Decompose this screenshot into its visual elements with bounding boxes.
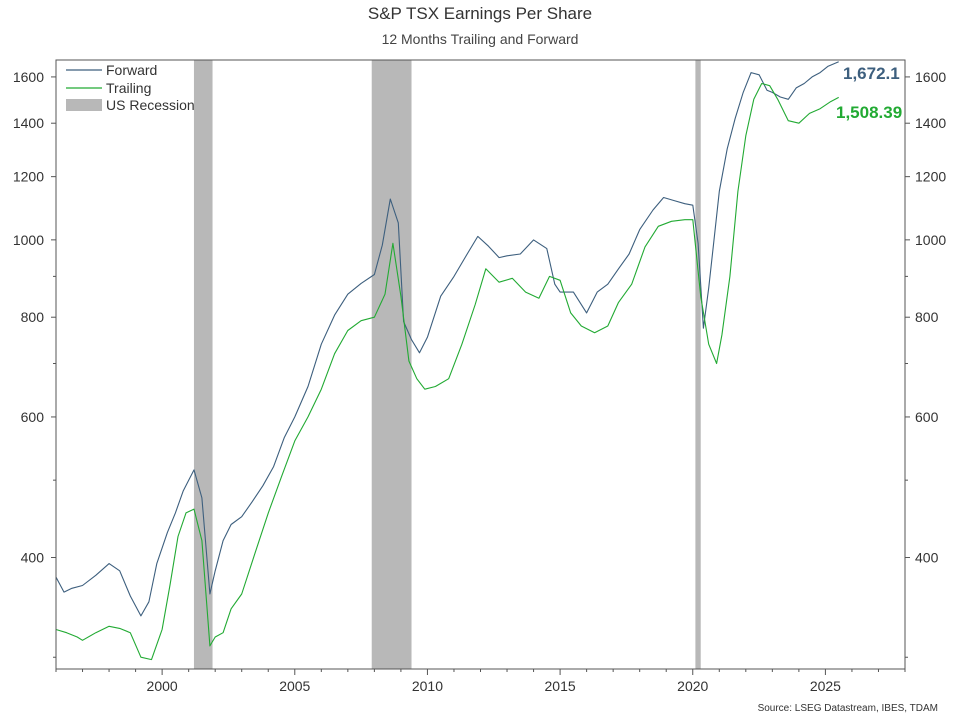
legend-trailing-label: Trailing: [106, 80, 151, 96]
y-tick-label-left: 600: [21, 409, 45, 425]
chart-subtitle: 12 Months Trailing and Forward: [381, 31, 579, 47]
trailing-series-line: [55, 82, 839, 661]
plot-frame: [55, 59, 906, 670]
chart-title: S&P TSX Earnings Per Share: [367, 4, 593, 23]
x-tick-label: 2020: [677, 678, 708, 694]
axes: 400 400 600 600 800 800 1000 1000 1200 1200 1400 14…: [13, 69, 947, 694]
recession-band-3: [695, 60, 701, 669]
y-tick-label-right: 1000: [915, 232, 946, 248]
series-lines: [55, 61, 839, 661]
trailing-end-value-label: 1,508.39: [836, 103, 902, 122]
legend-recession-label: US Recession: [106, 97, 195, 113]
recession-band-1: [193, 60, 213, 669]
forward-end-value-label: 1,672.1: [843, 64, 900, 83]
x-tick-label: 2005: [279, 678, 310, 694]
y-tick-label-right: 600: [915, 409, 939, 425]
forward-series-line: [55, 61, 839, 617]
y-tick-label-right: 1600: [915, 69, 946, 85]
y-tick-label-right: 1200: [915, 169, 946, 185]
x-tick-label: 2010: [412, 678, 443, 694]
x-tick-label: 2025: [810, 678, 841, 694]
y-tick-label-left: 800: [21, 309, 45, 325]
legend-forward-label: Forward: [106, 62, 157, 78]
legend-recession-swatch: [66, 99, 102, 111]
y-tick-label-left: 400: [21, 550, 45, 566]
y-tick-label-right: 800: [915, 309, 939, 325]
y-tick-label-left: 1600: [13, 69, 44, 85]
y-tick-label-left: 1400: [13, 115, 44, 131]
x-tick-label: 2000: [147, 678, 178, 694]
recession-band-2: [371, 60, 412, 669]
source-note: Source: LSEG Datastream, IBES, TDAM: [757, 703, 938, 714]
y-tick-label-right: 1400: [915, 115, 946, 131]
x-tick-label: 2015: [545, 678, 576, 694]
legend: Forward Trailing US Recession: [66, 62, 195, 113]
y-tick-label-left: 1000: [13, 232, 44, 248]
recession-bands: [193, 60, 701, 669]
y-tick-label-right: 400: [915, 550, 939, 566]
y-tick-label-left: 1200: [13, 169, 44, 185]
